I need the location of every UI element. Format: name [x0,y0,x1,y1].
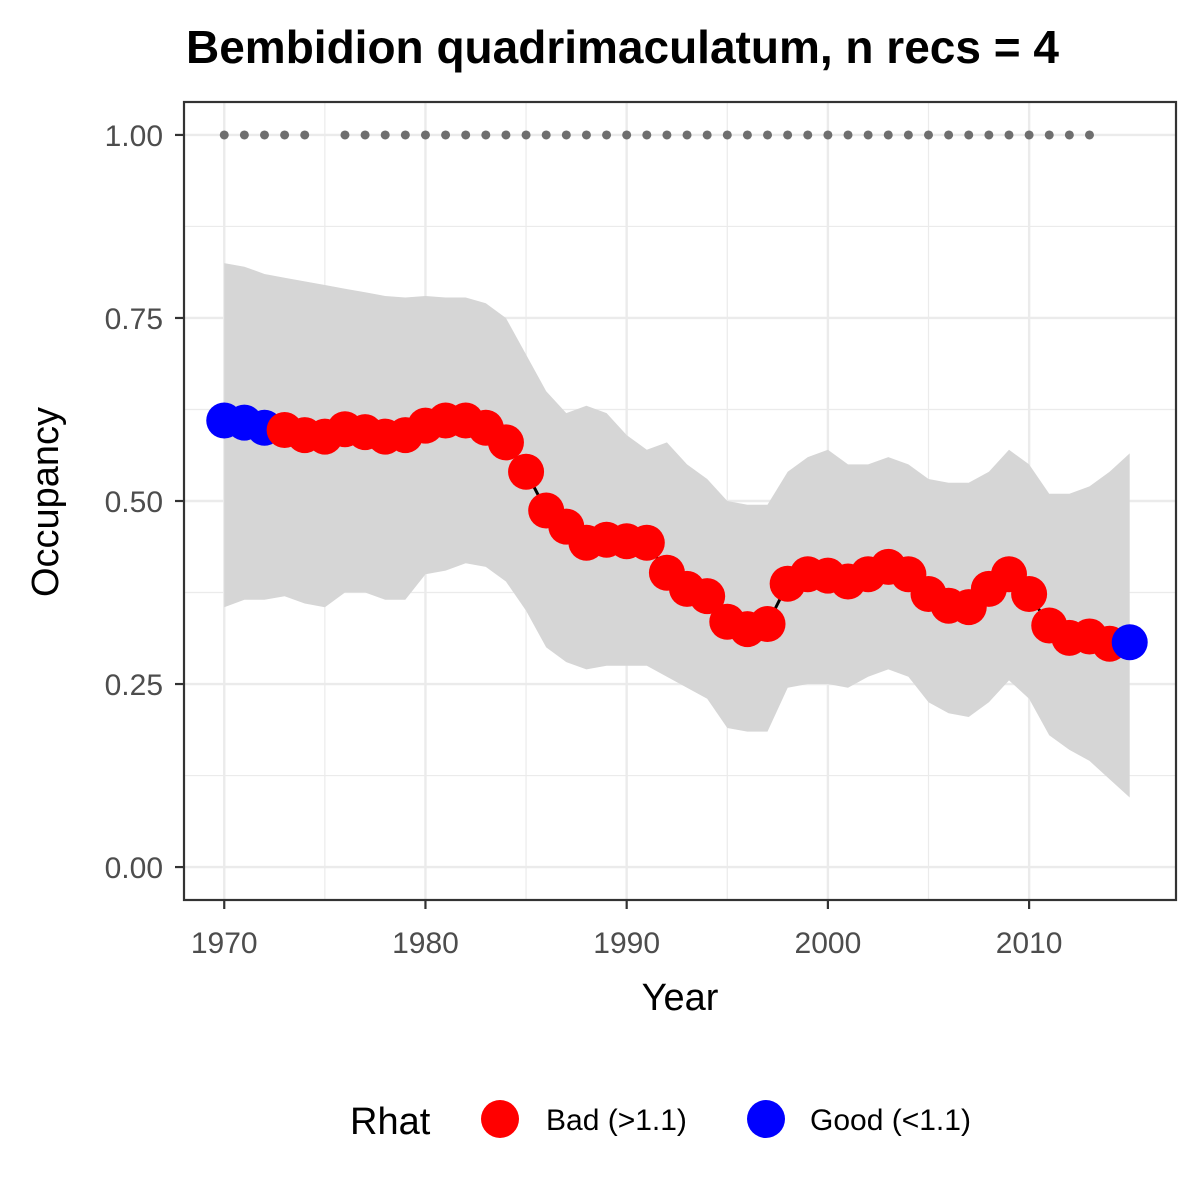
legend-label-good: Good (<1.1) [810,1104,971,1137]
record-dot [682,130,692,140]
record-dot [259,130,269,140]
record-dot [461,130,471,140]
record-dot [340,130,350,140]
record-dot [360,130,370,140]
record-dot [924,130,934,140]
point-bad [689,578,726,615]
point-bad [487,424,524,461]
y-tick-label: 0.25 [105,669,163,702]
record-dot [1024,130,1034,140]
legend-key-bad [481,1100,519,1138]
record-dot [622,130,632,140]
record-dot [541,130,551,140]
y-axis: 0.00 0.25 0.50 0.75 1.00 [105,120,184,885]
record-dot [300,130,310,140]
x-tick-label: 1970 [191,927,258,960]
record-dot [420,130,430,140]
record-dot [400,130,410,140]
y-tick-label: 0.50 [105,486,163,519]
record-dot [722,130,732,140]
point-bad [749,605,786,642]
point-bad [1011,575,1048,612]
record-dot [783,130,793,140]
record-dot [702,130,712,140]
record-dot [561,130,571,140]
record-dots [219,130,1094,140]
legend-key-good [747,1100,785,1138]
record-dot [481,130,491,140]
x-tick-label: 1980 [392,927,459,960]
record-dot [742,130,752,140]
record-dot [581,130,591,140]
plot-panel [182,100,1178,902]
record-dot [501,130,511,140]
record-dot [521,130,531,140]
record-dot [1044,130,1054,140]
record-dot [380,130,390,140]
legend: Rhat Bad (>1.1) Good (<1.1) [350,1100,971,1143]
record-dot [219,130,229,140]
record-dot [602,130,612,140]
record-dot [1064,130,1074,140]
record-dot [944,130,954,140]
record-dot [1084,130,1094,140]
record-dot [441,130,451,140]
point-bad [508,453,545,490]
y-axis-title: Occupancy [25,407,67,597]
record-dot [662,130,672,140]
record-dot [964,130,974,140]
x-axis-title: Year [642,977,719,1019]
y-tick-label: 0.00 [105,852,163,885]
x-tick-label: 1990 [593,927,660,960]
x-tick-label: 2010 [996,927,1063,960]
record-dot [823,130,833,140]
record-dot [1004,130,1014,140]
record-dot [280,130,290,140]
record-dot [984,130,994,140]
record-dot [763,130,773,140]
record-dot [803,130,813,140]
legend-title: Rhat [350,1101,431,1143]
occupancy-points [206,402,1148,662]
record-dot [642,130,652,140]
point-bad [628,524,665,561]
credible-interval-ribbon [224,263,1130,798]
chart-title: Bembidion quadrimaculatum, n recs = 4 [186,21,1059,73]
x-axis: 1970 1980 1990 2000 2010 [191,900,1063,960]
record-dot [863,130,873,140]
y-tick-label: 1.00 [105,120,163,153]
y-tick-label: 0.75 [105,303,163,336]
record-dot [239,130,249,140]
point-good [1111,624,1148,661]
record-dot [843,130,853,140]
record-dot [883,130,893,140]
x-tick-label: 2000 [795,927,862,960]
legend-label-bad: Bad (>1.1) [546,1104,687,1137]
record-dot [903,130,913,140]
